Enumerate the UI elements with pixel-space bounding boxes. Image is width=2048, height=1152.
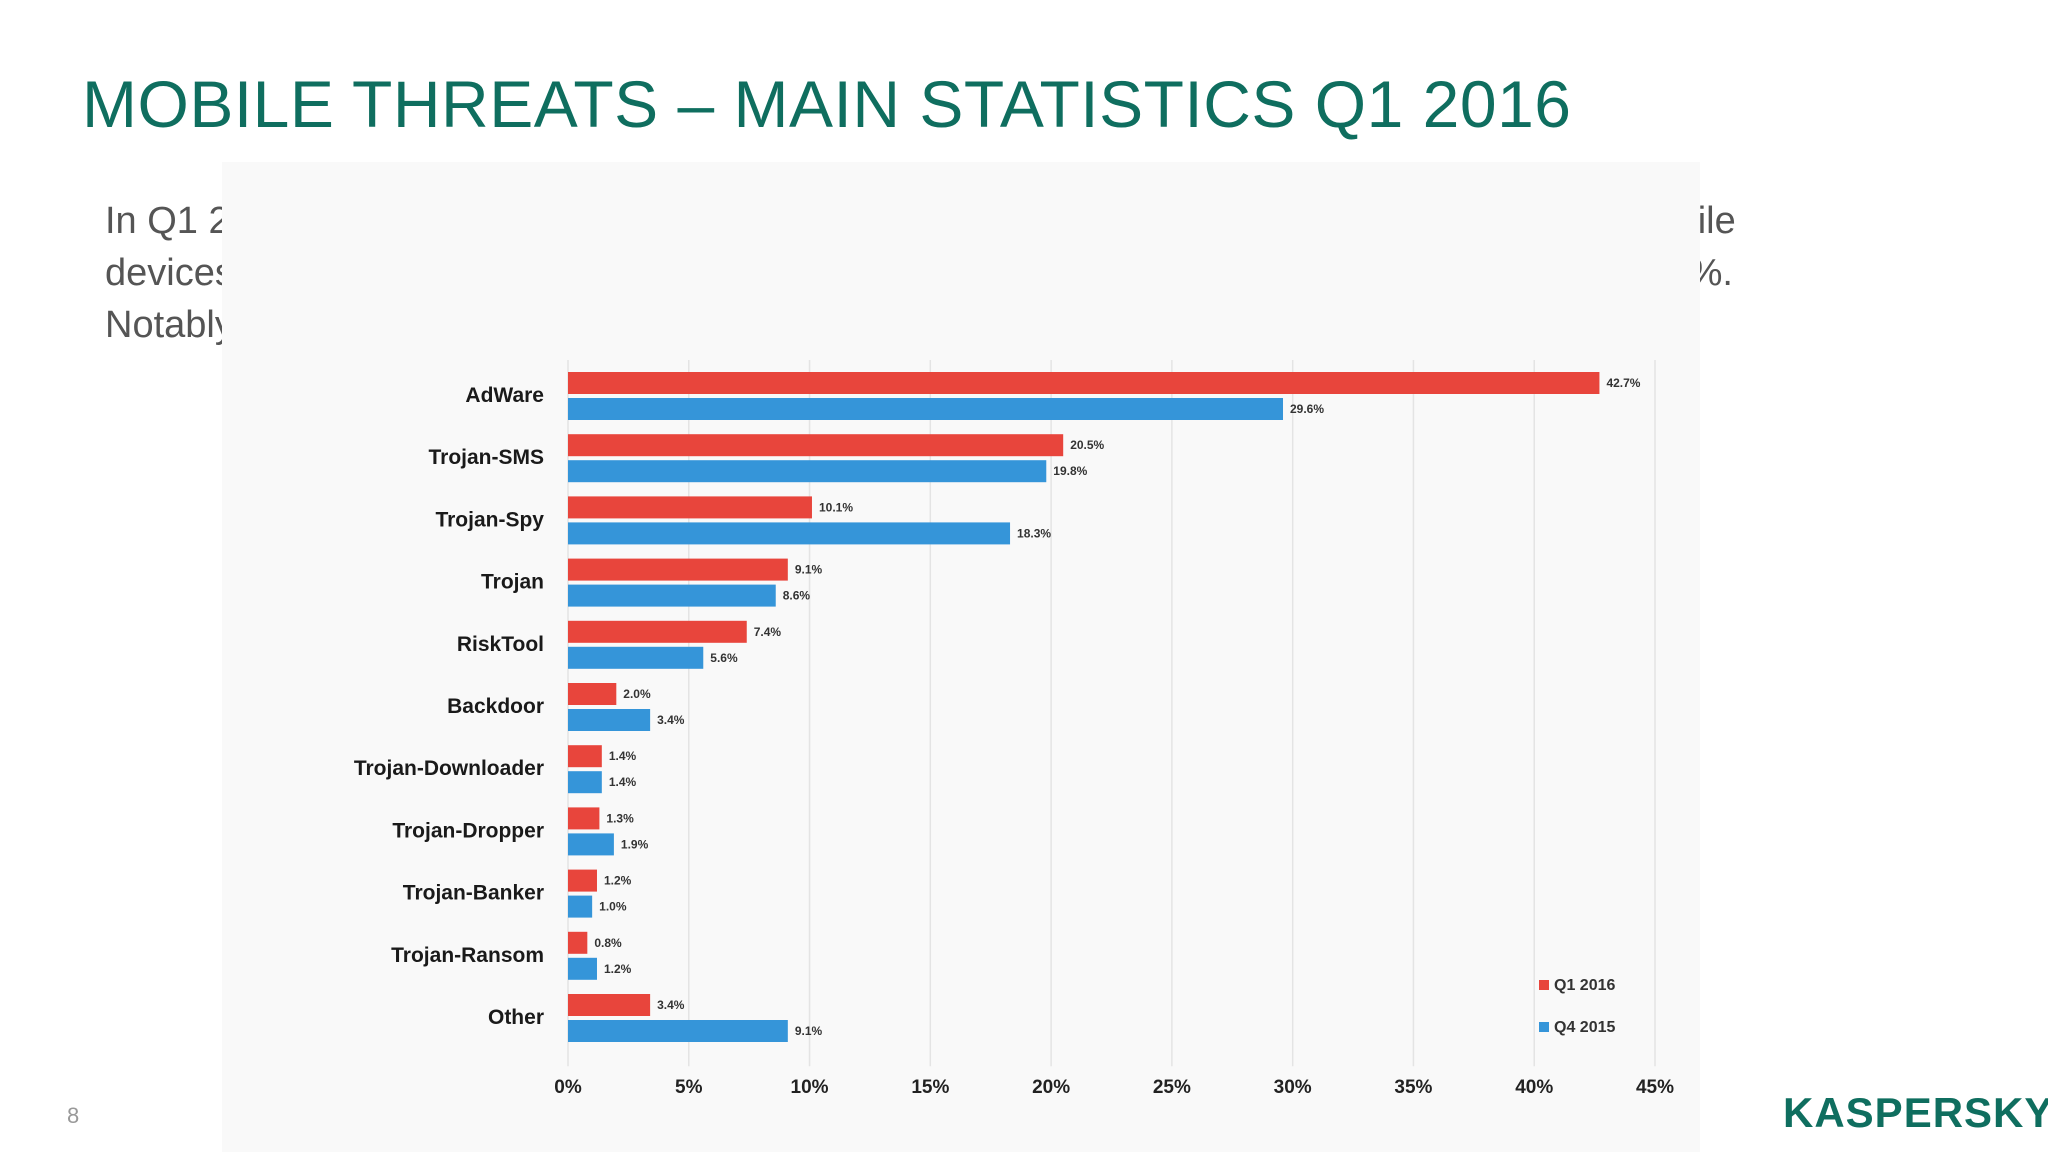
data-label: 1.4% <box>609 749 637 763</box>
bar <box>568 434 1064 457</box>
bar <box>568 683 617 705</box>
data-label: 20.5% <box>1070 438 1104 452</box>
bar <box>568 869 597 892</box>
legend-swatch <box>1539 1022 1549 1032</box>
data-label: 1.9% <box>621 837 649 851</box>
bar <box>568 496 812 519</box>
category-label: Trojan-SMS <box>428 446 544 469</box>
category-label: Trojan <box>481 571 544 594</box>
x-tick-label: 0% <box>554 1077 582 1098</box>
logo-wordmark: KASPERSKY <box>1783 1089 2048 1136</box>
bar <box>568 558 788 581</box>
data-label: 3.4% <box>657 998 685 1012</box>
slide-title: MOBILE THREATS – MAIN STATISTICS Q1 2016 <box>82 67 1572 141</box>
bar <box>568 709 651 731</box>
data-label: 1.4% <box>609 775 637 789</box>
category-label: Trojan-Dropper <box>392 819 544 842</box>
x-tick-label: 25% <box>1153 1077 1191 1098</box>
x-tick-label: 15% <box>911 1077 949 1098</box>
data-label: 9.1% <box>795 1024 823 1038</box>
data-label: 2.0% <box>623 687 651 701</box>
bar <box>568 994 651 1016</box>
data-label: 1.3% <box>606 811 634 825</box>
data-label: 9.1% <box>795 563 823 577</box>
data-label: 10.1% <box>819 500 853 514</box>
legend-label: Q4 2015 <box>1554 1019 1615 1036</box>
bar <box>568 745 602 768</box>
data-label: 8.6% <box>783 589 811 603</box>
bar <box>568 460 1047 483</box>
data-label: 1.2% <box>604 874 632 888</box>
category-label: Trojan-Banker <box>403 882 544 905</box>
legend-swatch <box>1539 980 1549 990</box>
x-tick-label: 30% <box>1274 1077 1312 1098</box>
x-tick-label: 20% <box>1032 1077 1070 1098</box>
bar <box>568 957 597 980</box>
data-label: 1.2% <box>604 962 632 976</box>
page-number: 8 <box>67 1103 80 1128</box>
category-label: Trojan-Spy <box>435 508 544 531</box>
data-label: 29.6% <box>1290 402 1324 416</box>
legend-label: Q1 2016 <box>1554 977 1615 994</box>
data-label: 42.7% <box>1606 376 1640 390</box>
data-label: 7.4% <box>754 625 782 639</box>
x-tick-label: 45% <box>1636 1077 1674 1098</box>
bar <box>568 833 614 856</box>
x-tick-label: 10% <box>791 1077 829 1098</box>
bar <box>568 584 776 607</box>
bar <box>568 807 600 830</box>
bar <box>568 522 1011 545</box>
category-label: AdWare <box>465 384 544 407</box>
data-label: 3.4% <box>657 713 685 727</box>
threats-bar-chart: 0% 5% 10% 15% 20% 25% 30% 35% 40% 45% AdWare 42.7% 2… <box>354 360 1674 1098</box>
bar <box>568 771 602 794</box>
data-label: 19.8% <box>1053 464 1087 478</box>
bar <box>568 895 593 918</box>
data-label: 0.8% <box>594 936 622 950</box>
bar <box>568 398 1284 420</box>
bar <box>568 1020 788 1042</box>
category-label: Trojan-Ransom <box>391 944 544 967</box>
data-label: 5.6% <box>710 651 738 665</box>
data-label: 1.0% <box>599 900 627 914</box>
category-label: Other <box>488 1006 544 1029</box>
category-label: RiskTool <box>457 633 544 656</box>
bar <box>568 372 1600 394</box>
bar <box>568 620 747 643</box>
kaspersky-logo: KASPERSKY lab <box>1783 1084 2048 1134</box>
category-label: Backdoor <box>447 695 544 718</box>
bar <box>568 931 588 954</box>
chart-panel: 0% 5% 10% 15% 20% 25% 30% 35% 40% 45% AdWare 42.7% 2… <box>222 162 1700 1152</box>
x-tick-label: 5% <box>675 1077 703 1098</box>
data-label: 18.3% <box>1017 526 1051 540</box>
category-label: Trojan-Downloader <box>354 757 544 780</box>
x-tick-label: 40% <box>1515 1077 1553 1098</box>
bar <box>568 646 704 669</box>
x-tick-label: 35% <box>1394 1077 1432 1098</box>
